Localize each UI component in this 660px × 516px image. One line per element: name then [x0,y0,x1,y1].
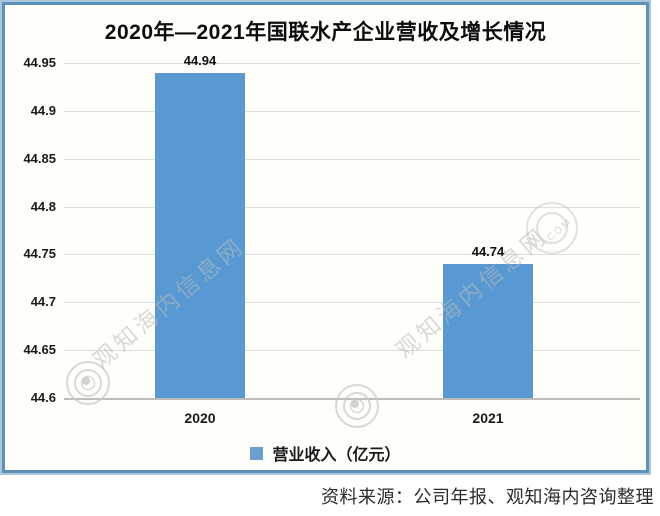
y-tick-label: 44.6 [30,390,56,405]
x-tick-label: 2021 [472,410,504,426]
y-tick-label: 44.7 [30,294,56,309]
y-gridline [64,63,640,64]
plot-area: 44.95 44.9 44.85 44.8 44.75 44.7 44.65 44.6 44.9… [23,53,640,426]
y-tick-label: 44.65 [23,342,56,357]
y-tick-label: 44.85 [23,151,56,166]
source-note: 资料来源：公司年报、观知海内咨询整理 [321,487,654,507]
y-gridline [64,159,640,160]
chart-title: 2020年—2021年国联水产企业营收及增长情况 [104,21,547,44]
legend-marker-icon [250,446,264,460]
chart-panel: 2020年—2021年国联水产企业营收及增长情况 44.95 44.9 44.85 4… [0,0,651,475]
bar-2021 [443,264,533,398]
legend-label: 营业收入（亿元） [272,447,401,464]
y-tick-label: 44.95 [23,55,56,70]
y-gridline [64,254,640,255]
y-gridline [64,302,640,303]
y-gridline [64,111,640,112]
bar-value-label: 44.74 [471,244,505,259]
y-gridline [64,207,640,208]
bar-2020 [155,73,245,398]
legend: 营业收入（亿元） [5,441,646,465]
y-tick-label: 44.75 [23,246,56,261]
y-gridline [64,350,640,351]
x-tick-label: 2020 [184,410,216,426]
bar-value-label: 44.94 [183,53,217,68]
y-tick-label: 44.9 [30,103,56,118]
y-tick-label: 44.8 [30,199,56,214]
y-gridline [64,398,640,400]
